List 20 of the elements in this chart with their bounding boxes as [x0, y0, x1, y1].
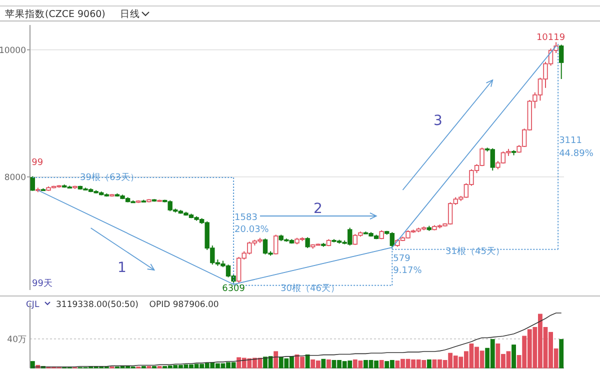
chart-title: 苹果指数(CZCE 9060)	[5, 8, 106, 20]
chart-subtitle: 日线	[120, 8, 140, 20]
annotation: 579	[393, 254, 411, 264]
annotation: 10119	[536, 33, 566, 43]
chart-title: CJL	[26, 300, 40, 310]
y-tick-label: 10000	[0, 46, 26, 56]
annotation: 1583	[234, 213, 258, 223]
annotation: 9.17%	[393, 266, 422, 276]
y-tick-label: 8000	[4, 172, 26, 183]
annotation: 44.89%	[559, 149, 594, 159]
annotation: 99天	[32, 278, 52, 289]
annotation: 99	[32, 158, 44, 168]
annotation: 30根（46天）	[280, 283, 340, 294]
chart-subtitle: 3119338.00(50:50) OPID 987906.00	[56, 300, 219, 310]
annotation: 20.03%	[234, 225, 270, 235]
annotation: 1	[118, 260, 126, 276]
ref-line-label: 40万	[7, 334, 27, 345]
annotation: 3111	[559, 136, 582, 146]
annotation: 2	[314, 201, 322, 217]
annotation: 6309	[222, 284, 246, 294]
